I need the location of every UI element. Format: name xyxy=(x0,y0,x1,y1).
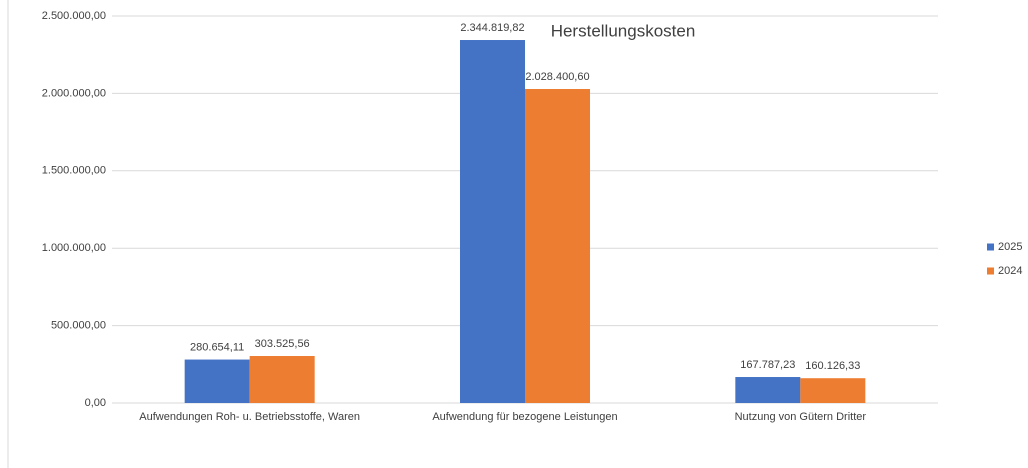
y-tick-label: 2.000.000,00 xyxy=(42,87,106,99)
bar xyxy=(735,377,801,403)
y-tick-label: 500.000,00 xyxy=(51,320,106,332)
x-tick-label: Nutzung von Gütern Dritter xyxy=(735,411,867,423)
legend-label: 2024 xyxy=(998,265,1022,277)
y-tick-label: 1.500.000,00 xyxy=(42,165,106,177)
bar xyxy=(460,40,525,404)
bar xyxy=(800,378,866,403)
bar xyxy=(249,356,315,403)
legend-label: 2025 xyxy=(998,241,1022,253)
y-tick-label: 2.500.000,00 xyxy=(42,10,106,22)
bar xyxy=(184,359,250,403)
data-label: 2.028.400,60 xyxy=(525,71,589,83)
data-label: 2.344.819,82 xyxy=(460,22,524,34)
data-label: 167.787,23 xyxy=(740,359,795,371)
x-tick-label: Aufwendung für bezogene Leistungen xyxy=(432,411,617,423)
legend-swatch xyxy=(987,267,994,275)
data-label: 303.525,56 xyxy=(255,338,310,350)
data-label: 160.126,33 xyxy=(805,360,860,372)
y-tick-label: 1.000.000,00 xyxy=(42,242,106,254)
y-tick-label: 0,00 xyxy=(85,397,106,409)
chart-title: Herstellungskosten xyxy=(551,21,696,40)
legend-swatch xyxy=(987,243,994,251)
data-label: 280.654,11 xyxy=(190,341,244,353)
x-tick-label: Aufwendungen Roh- u. Betriebsstoffe, War… xyxy=(139,411,360,423)
bar xyxy=(525,89,590,403)
